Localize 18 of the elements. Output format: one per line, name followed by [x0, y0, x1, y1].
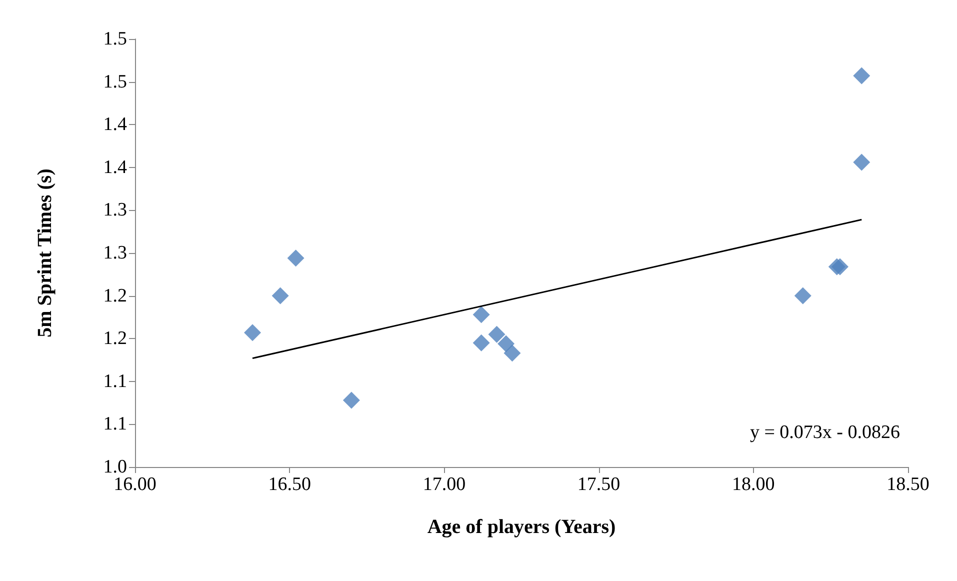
annotation: y = 0.073x - 0.0826	[750, 422, 900, 443]
y-tick-label: 1.3	[103, 242, 127, 264]
x-tick-label: 16.50	[268, 474, 311, 495]
x-tick-label: 17.00	[422, 474, 466, 495]
x-tick-label: 17.50	[577, 474, 620, 495]
y-tick-label: 1.5	[103, 71, 127, 92]
y-tick-label: 1.1	[103, 414, 127, 435]
y-axis-title: 5m Sprint Times (s)	[34, 168, 56, 338]
y-tick-label: 1.5	[103, 28, 127, 50]
y-tick-label: 1.3	[103, 200, 127, 221]
x-axis-title: Age of players (Years)	[427, 516, 616, 538]
y-tick-label: 1.2	[103, 328, 127, 350]
x-tick-label: 18.00	[732, 474, 775, 495]
x-tick-label: 18.50	[886, 474, 930, 495]
y-tick-label: 1.4	[103, 156, 128, 178]
y-tick-label: 1.4	[103, 114, 128, 136]
y-tick-label: 1.2	[103, 285, 127, 306]
y-tick-label: 1.1	[103, 370, 127, 392]
